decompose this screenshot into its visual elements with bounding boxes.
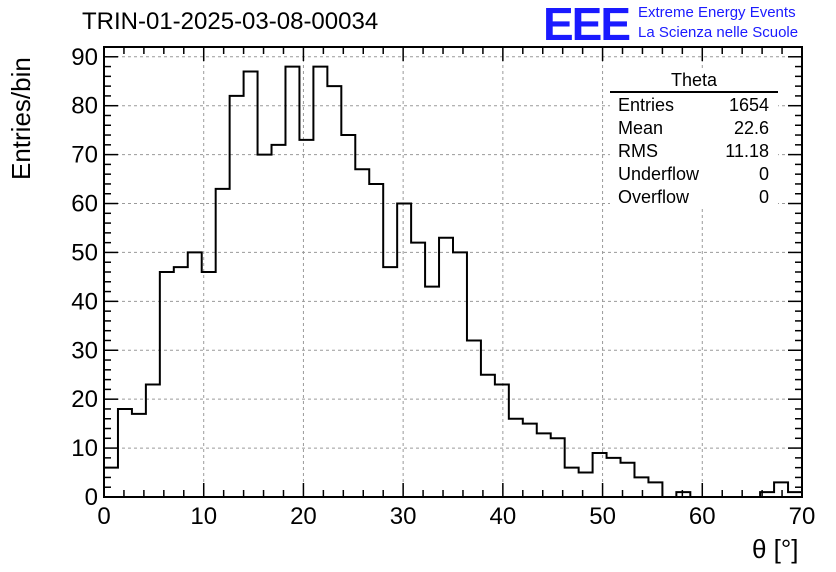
stats-title: Theta — [610, 70, 778, 93]
x-tick-label: 50 — [589, 503, 616, 530]
y-tick-label: 20 — [71, 386, 98, 413]
y-tick-label: 40 — [71, 288, 98, 315]
y-tick-label: 80 — [71, 93, 98, 120]
histogram-bin — [132, 414, 146, 497]
x-tick-label: 40 — [490, 503, 517, 530]
histogram-bin — [383, 267, 397, 497]
stats-label: Overflow — [618, 187, 690, 207]
histogram-bin — [216, 189, 230, 497]
histogram-bin — [299, 140, 313, 497]
histogram-bin — [481, 375, 495, 497]
logo-line-1: Extreme Energy Events — [638, 4, 796, 21]
stats-value: 22.6 — [733, 118, 769, 138]
histogram-bin — [327, 86, 341, 497]
x-axis-label: θ [°] — [752, 534, 799, 564]
stats-value: 0 — [758, 187, 769, 207]
stats-box: Theta Entries 1654 Mean 22.6 RMS 11.18 U… — [610, 70, 778, 209]
histogram-bin — [551, 438, 565, 497]
stats-row-rms: RMS 11.18 — [610, 140, 778, 163]
histogram-bin — [607, 458, 621, 497]
stats-label: Mean — [618, 118, 664, 138]
eee-logo: EEE — [543, 0, 631, 50]
histogram-bin — [272, 145, 286, 497]
y-tick-label: 0 — [85, 484, 98, 511]
histogram-bin — [118, 409, 132, 497]
histogram-bin — [313, 67, 327, 497]
x-tick-label: 20 — [290, 503, 317, 530]
histogram-outline — [103, 65, 803, 498]
logo-caption: Extreme Energy Events La Scienza nelle S… — [638, 3, 798, 43]
y-tick-label: 50 — [71, 239, 98, 266]
histogram-bin — [104, 468, 118, 497]
histogram-bin — [425, 287, 439, 497]
histogram-bin — [369, 184, 383, 497]
histogram-bin — [495, 385, 509, 498]
histogram-bin — [258, 155, 272, 497]
histogram-bin — [285, 67, 299, 497]
x-tick-label: 0 — [97, 503, 110, 530]
y-tick-label: 10 — [71, 435, 98, 462]
histogram-bin — [467, 340, 481, 497]
histogram-bin — [537, 433, 551, 497]
logo-line-2: La Scienza nelle Scuole — [638, 24, 799, 41]
histogram-bin — [648, 482, 662, 497]
histogram-bin — [160, 272, 174, 497]
stats-value: 11.18 — [725, 141, 769, 161]
histogram-bin — [341, 135, 355, 497]
histogram-bin — [230, 96, 244, 497]
tick-labels: 0 10 20 30 40 50 60 70 0 10 20 30 40 50 60 70 80 90 — [71, 44, 815, 530]
stats-label: RMS — [618, 141, 658, 161]
histogram-bin — [593, 453, 607, 497]
stats-label: Underflow — [618, 164, 700, 184]
histogram-bin — [174, 267, 188, 497]
stats-row-overflow: Overflow 0 — [610, 186, 778, 209]
chart-title: TRIN-01-2025-03-08-00034 — [82, 8, 379, 35]
histogram-bin — [439, 238, 453, 497]
histogram-bin — [453, 252, 467, 497]
y-tick-label: 90 — [71, 44, 98, 71]
x-tick-label: 10 — [190, 503, 217, 530]
x-tick-label: 60 — [689, 503, 716, 530]
histogram-bin — [565, 468, 579, 497]
histogram-bin — [523, 424, 537, 497]
histogram-bin — [579, 473, 593, 497]
y-tick-label: 30 — [71, 337, 98, 364]
histogram-bin — [146, 385, 160, 498]
stats-row-entries: Entries 1654 — [610, 94, 778, 117]
y-axis-label: Entries/bin — [6, 57, 36, 180]
x-tick-label: 30 — [390, 503, 417, 530]
stats-value: 0 — [758, 164, 769, 184]
stats-label: Entries — [618, 95, 675, 115]
y-tick-label: 60 — [71, 191, 98, 218]
x-tick-label: 70 — [789, 503, 816, 530]
histogram-bin — [509, 419, 523, 497]
histogram-bin — [634, 477, 648, 497]
stats-row-mean: Mean 22.6 — [610, 117, 778, 140]
plot-frame — [103, 46, 803, 498]
histogram-bin — [774, 482, 788, 497]
histogram-bin — [411, 243, 425, 497]
histogram-bin — [188, 252, 202, 497]
stats-value: 1654 — [728, 95, 769, 115]
stats-row-underflow: Underflow 0 — [610, 163, 778, 186]
y-tick-label: 70 — [71, 142, 98, 169]
histogram-bin — [244, 71, 258, 497]
